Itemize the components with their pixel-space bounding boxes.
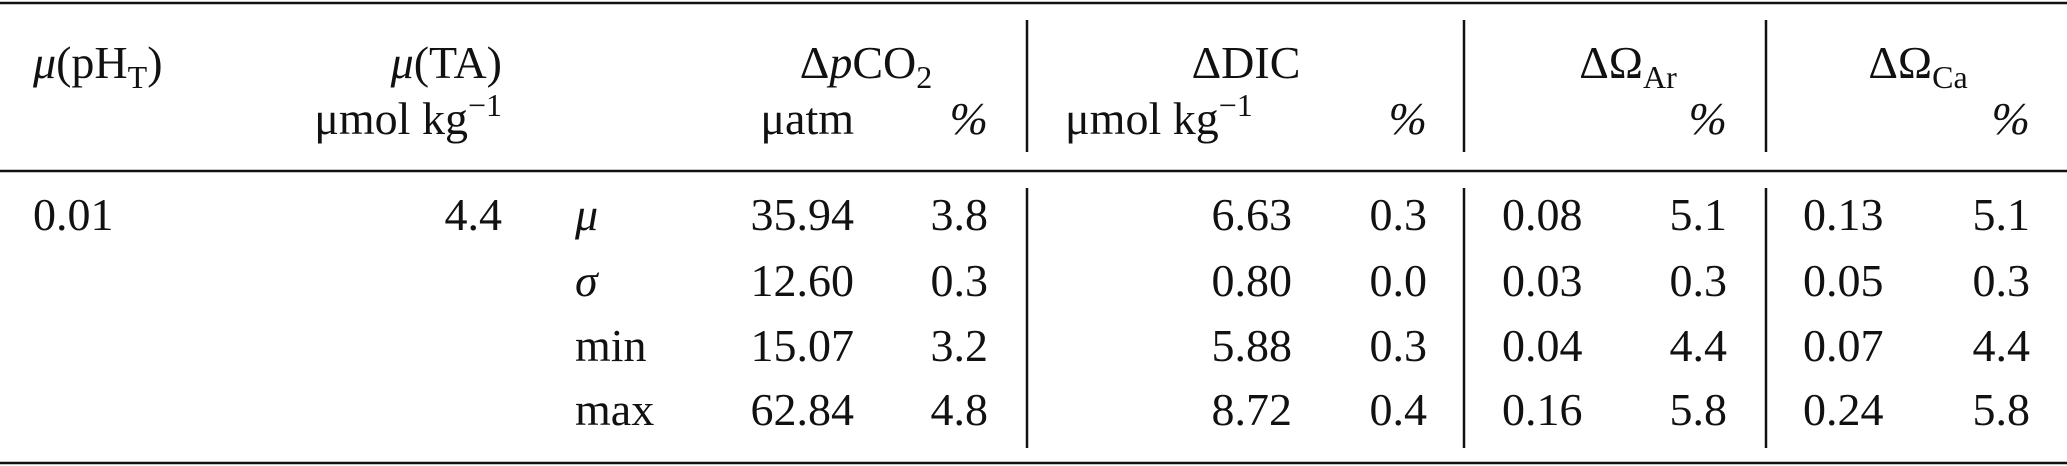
header-ph: μ(pHT) bbox=[32, 37, 163, 95]
cell-value: 0.80 bbox=[1212, 255, 1293, 306]
cell-stat: max bbox=[575, 384, 654, 435]
cell-value: 0.07 bbox=[1803, 320, 1884, 371]
cell-value: 0.3 bbox=[1370, 320, 1428, 371]
cell-value: 0.05 bbox=[1803, 255, 1884, 306]
header-ar-pct: % bbox=[1689, 93, 1727, 144]
cell-value: 0.03 bbox=[1502, 255, 1583, 306]
cell-stat: μ bbox=[574, 189, 598, 240]
header-pco2: ΔpCO2 bbox=[800, 37, 933, 95]
header-ca: ΔΩCa bbox=[1868, 37, 1967, 95]
cell-value: 0.04 bbox=[1502, 320, 1583, 371]
cell-value: 5.8 bbox=[1670, 384, 1728, 435]
cell-value: 12.60 bbox=[751, 255, 855, 306]
header-ca-pct: % bbox=[1992, 93, 2030, 144]
cell-value: 3.8 bbox=[931, 189, 989, 240]
header-dic-pct: % bbox=[1389, 93, 1427, 144]
cell-stat: min bbox=[575, 320, 647, 371]
cell-value: 0.24 bbox=[1803, 384, 1884, 435]
cell-ta: 4.4 bbox=[445, 189, 503, 240]
header-ar: ΔΩAr bbox=[1579, 37, 1677, 95]
cell-value: 0.3 bbox=[1973, 255, 2031, 306]
cell-value: 4.4 bbox=[1670, 320, 1728, 371]
cell-value: 0.08 bbox=[1502, 189, 1583, 240]
cell-value: 4.4 bbox=[1973, 320, 2031, 371]
cell-value: 15.07 bbox=[751, 320, 855, 371]
header-dic-unit: μmol kg−1 bbox=[1065, 87, 1253, 144]
cell-value: 5.88 bbox=[1212, 320, 1293, 371]
cell-value: 35.94 bbox=[751, 189, 855, 240]
cell-value: 8.72 bbox=[1212, 384, 1293, 435]
cell-value: 62.84 bbox=[751, 384, 855, 435]
cell-value: 0.3 bbox=[1670, 255, 1728, 306]
column-separators bbox=[1025, 20, 1768, 448]
cell-stat: σ bbox=[575, 255, 600, 306]
cell-value: 4.8 bbox=[931, 384, 989, 435]
cell-value: 0.3 bbox=[931, 255, 989, 306]
cell-ph: 0.01 bbox=[33, 189, 114, 240]
cell-value: 0.0 bbox=[1370, 255, 1428, 306]
header-pco2-unit: μatm bbox=[760, 93, 854, 144]
cell-value: 0.3 bbox=[1370, 189, 1428, 240]
cell-value: 5.1 bbox=[1973, 189, 2031, 240]
cell-value: 3.2 bbox=[931, 320, 989, 371]
cell-value: 6.63 bbox=[1212, 189, 1293, 240]
cell-value: 5.1 bbox=[1670, 189, 1728, 240]
cell-value: 5.8 bbox=[1973, 384, 2031, 435]
header-ta: μ(TA) bbox=[390, 37, 502, 88]
cell-value: 0.16 bbox=[1502, 384, 1583, 435]
cell-value: 0.13 bbox=[1803, 189, 1884, 240]
header-pco2-pct: % bbox=[950, 93, 988, 144]
header-dic: ΔDIC bbox=[1192, 37, 1301, 88]
cell-value: 0.4 bbox=[1370, 384, 1428, 435]
header-ta-unit: μmol kg−1 bbox=[314, 87, 502, 144]
